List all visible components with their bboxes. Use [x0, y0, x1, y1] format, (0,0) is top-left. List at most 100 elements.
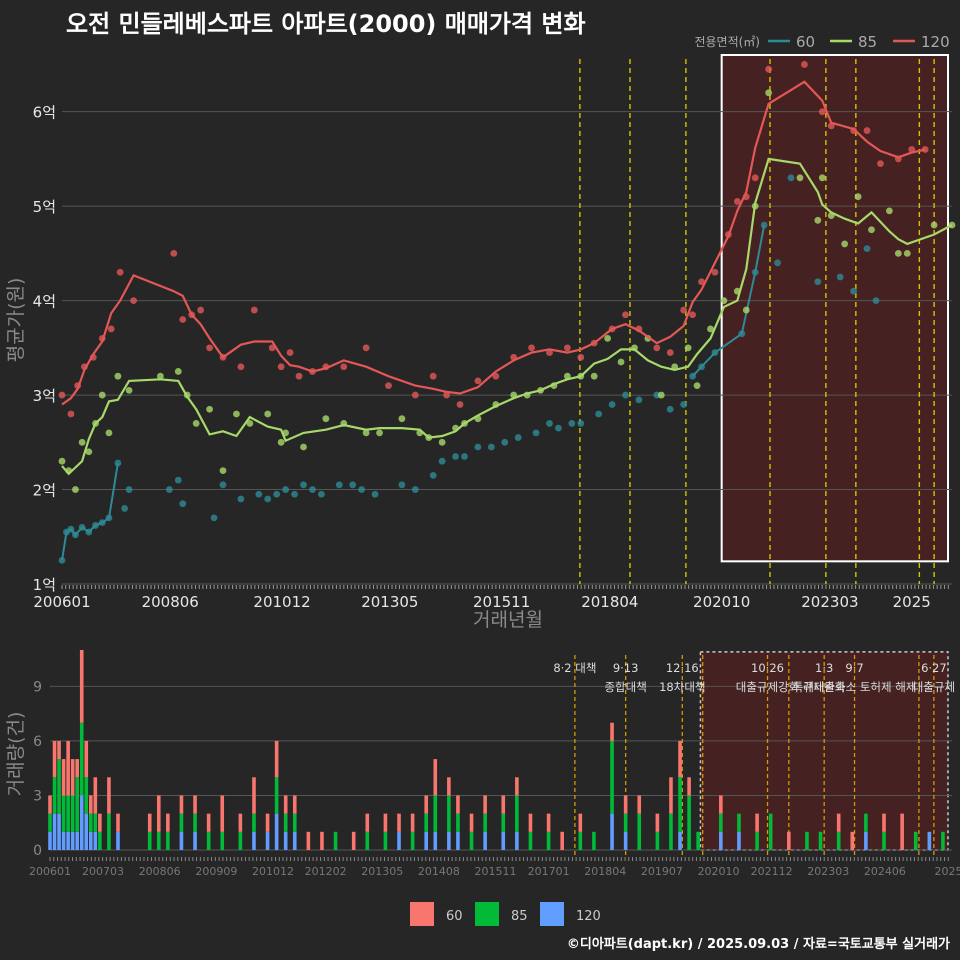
volume-bar-60 — [678, 740, 682, 778]
y-tick-label: 5억 — [33, 198, 56, 216]
volume-bar-60 — [93, 777, 98, 814]
data-point-60 — [210, 514, 218, 522]
data-point-85 — [98, 391, 106, 399]
data-point-85 — [818, 174, 826, 182]
volume-bar-60 — [447, 777, 451, 796]
data-point-120 — [711, 268, 719, 276]
data-point-85 — [796, 174, 804, 182]
volume-x-tick-label: 200806 — [139, 865, 181, 878]
volume-bar-60 — [220, 795, 225, 832]
legend-label-85: 85 — [858, 33, 877, 51]
data-point-120 — [680, 306, 688, 314]
volume-y-tick-label: 6 — [33, 734, 42, 750]
y-tick-label: 6억 — [33, 104, 56, 122]
data-point-120 — [863, 127, 871, 134]
y-axis-title: 평균가(원) — [5, 278, 27, 363]
data-point-60 — [680, 401, 688, 408]
volume-bar-85 — [737, 813, 741, 832]
data-point-60 — [514, 434, 522, 441]
data-point-85 — [72, 486, 79, 493]
volume-x-tick-label: 200601 — [29, 865, 71, 878]
volume-bar-60 — [88, 795, 93, 814]
volume-bar-85 — [75, 777, 79, 832]
data-point-120 — [622, 311, 629, 319]
volume-legend-label-85: 85 — [511, 909, 528, 924]
volume-bar-60 — [637, 795, 642, 814]
volume-bar-85 — [592, 831, 596, 850]
data-point-60 — [546, 420, 553, 427]
data-point-85 — [742, 306, 750, 314]
volume-bar-85 — [206, 831, 211, 850]
policy-annotation: 대출규제강화 — [736, 680, 800, 694]
volume-bar-60 — [52, 740, 57, 778]
volume-bar-85 — [283, 813, 288, 832]
volume-bar-120 — [66, 831, 70, 850]
data-point-120 — [877, 160, 884, 168]
data-point-120 — [733, 198, 741, 205]
volume-bar-85 — [433, 795, 438, 832]
data-point-120 — [362, 344, 370, 352]
data-point-85 — [885, 207, 893, 215]
volume-bar-85 — [864, 813, 868, 832]
volume-bar-60 — [483, 795, 487, 814]
volume-bar-60 — [578, 813, 583, 832]
volume-y-tick-label: 0 — [33, 843, 42, 859]
data-point-60 — [264, 495, 272, 503]
volume-bar-120 — [424, 831, 429, 850]
volume-bar-85 — [66, 795, 70, 832]
data-point-60 — [273, 490, 281, 498]
volume-x-tick-label: 202303 — [807, 865, 849, 878]
data-point-120 — [474, 377, 482, 385]
volume-bar-85 — [768, 813, 773, 850]
volume-bar-85 — [515, 795, 519, 832]
x-tick-label: 202010 — [693, 593, 750, 611]
policy-annotation: 12·16 — [666, 661, 699, 675]
volume-bar-120 — [501, 831, 506, 850]
volume-bar-85 — [469, 831, 474, 850]
data-point-60 — [635, 396, 643, 404]
volume-bar-120 — [433, 831, 438, 850]
volume-bar-85 — [410, 831, 415, 850]
data-point-85 — [376, 429, 383, 437]
volume-bar-120 — [88, 831, 93, 850]
data-point-85 — [156, 372, 164, 380]
legend-label-60: 60 — [796, 33, 815, 51]
data-point-60 — [165, 486, 173, 493]
volume-bar-120 — [737, 831, 741, 850]
series-line-85 — [61, 157, 953, 476]
data-point-85 — [174, 368, 182, 375]
volume-bar-60 — [469, 813, 474, 832]
volume-bar-60 — [501, 795, 506, 814]
volume-bar-85 — [274, 777, 279, 814]
volume-bar-85 — [383, 831, 388, 850]
volume-bar-60 — [669, 777, 673, 814]
data-point-60 — [622, 391, 629, 399]
volume-x-tick-label: 201907 — [641, 865, 683, 878]
x-tick-label: 2025 — [893, 593, 931, 611]
data-point-60 — [317, 490, 325, 498]
volume-y-axis-title: 거래량(건) — [5, 712, 27, 797]
data-point-85 — [78, 438, 86, 446]
data-point-120 — [250, 306, 258, 314]
data-point-120 — [577, 353, 585, 361]
data-point-85 — [206, 405, 213, 413]
data-point-60 — [501, 438, 509, 446]
volume-bar-60 — [882, 813, 886, 832]
data-point-120 — [286, 349, 294, 356]
data-point-60 — [335, 481, 343, 489]
data-point-60 — [255, 490, 263, 498]
volume-x-tick-label: 202406 — [864, 865, 906, 878]
data-point-120 — [107, 325, 115, 333]
data-point-120 — [340, 363, 348, 371]
policy-annotation: 6·27 — [921, 661, 947, 675]
volume-bar-120 — [70, 831, 75, 850]
data-point-85 — [125, 386, 133, 394]
policy-annotation: 특례대출축소 토허제 해제 — [793, 680, 917, 694]
volume-bar-60 — [238, 813, 243, 832]
x-axis-title: 거래년월 — [473, 609, 543, 631]
policy-annotation: 1·3 — [815, 661, 833, 675]
data-point-85 — [192, 420, 200, 427]
data-point-60 — [474, 443, 482, 451]
volume-bar-60 — [147, 813, 152, 832]
